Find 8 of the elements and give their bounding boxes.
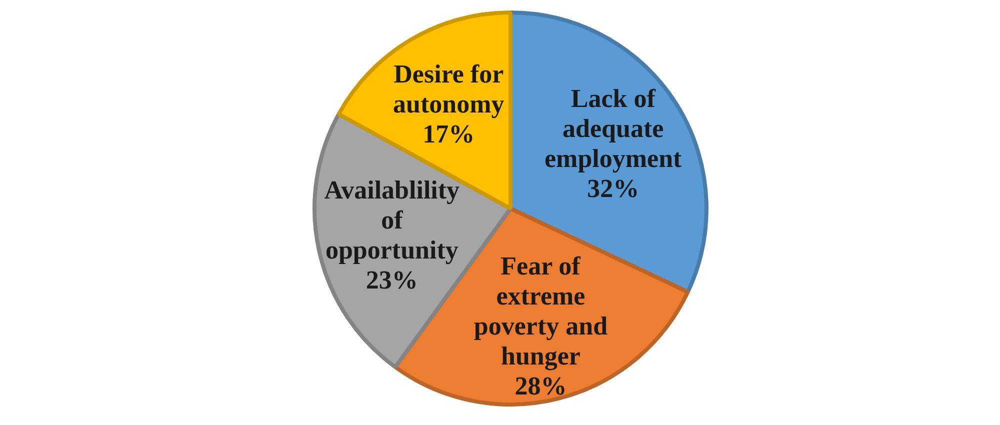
slice-label: Lack of adequate employment <box>544 84 682 173</box>
slice-label: Desire for autonomy <box>393 59 504 118</box>
data-label: 23% <box>366 266 418 295</box>
slice-label: Fear of extreme poverty and hunger <box>474 252 608 371</box>
slice-label: Availablility of opportunity <box>324 176 460 265</box>
data-label: 32% <box>587 174 640 203</box>
data-label: 17% <box>422 119 475 148</box>
data-label: 28% <box>514 372 567 401</box>
